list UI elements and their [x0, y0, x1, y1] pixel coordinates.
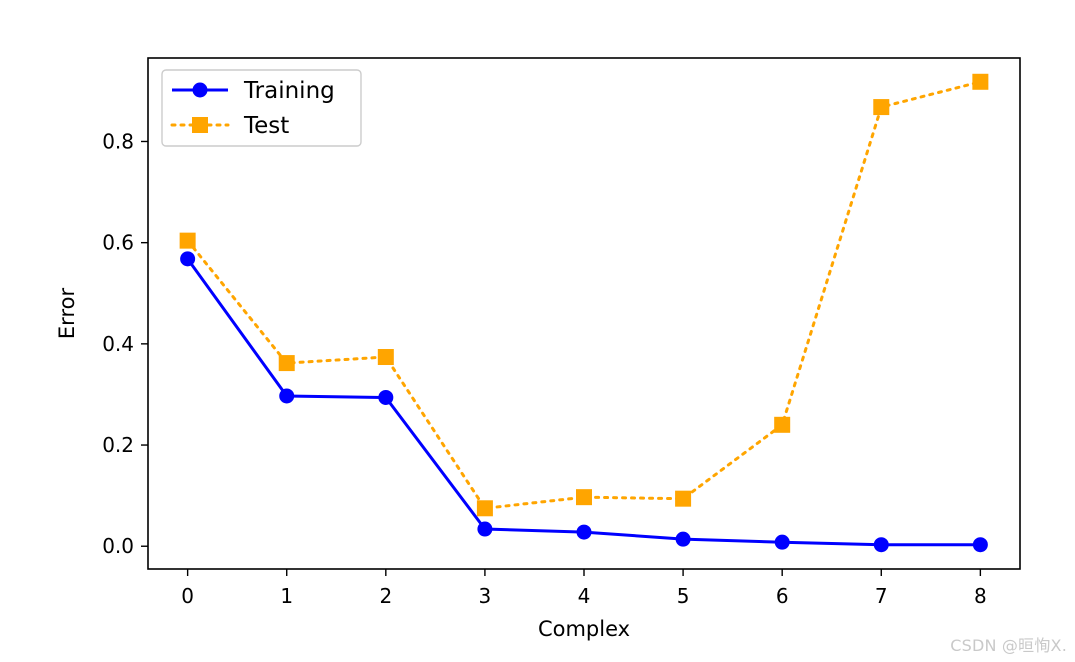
x-tick-label: 6: [776, 584, 789, 608]
legend-training-marker: [192, 82, 208, 98]
test-data-point: [972, 73, 989, 90]
test-data-point: [377, 349, 394, 366]
y-tick-label: 0.4: [102, 332, 134, 356]
test-data-point: [675, 490, 692, 507]
legend-test-marker: [192, 117, 208, 133]
y-tick-label: 0.8: [102, 129, 134, 153]
legend: Training Test: [161, 69, 362, 147]
x-axis-label: Complex: [538, 617, 630, 641]
watermark-text: CSDN @晅恂X.: [950, 636, 1067, 655]
x-tick-label: 2: [379, 584, 392, 608]
legend-test-label: Test: [243, 113, 289, 139]
test-data-point: [576, 489, 592, 506]
training-data-point: [972, 537, 988, 553]
x-tick-label: 4: [578, 584, 591, 608]
training-data-point: [279, 388, 295, 404]
training-data-point: [576, 524, 592, 540]
y-tick-label: 0.0: [102, 534, 134, 558]
x-tick-label: 3: [479, 584, 492, 608]
test-data-point: [476, 500, 493, 517]
training-data-point: [180, 251, 196, 267]
training-data-point: [873, 537, 889, 553]
y-tick-label: 0.2: [102, 433, 134, 457]
x-tick-label: 5: [677, 584, 690, 608]
training-data-point: [477, 521, 493, 537]
test-data-point: [873, 99, 890, 116]
training-data-point: [774, 534, 790, 550]
legend-training-label: Training: [243, 78, 335, 104]
test-data-point: [278, 355, 295, 372]
y-axis-label: Error: [55, 288, 79, 340]
x-tick-label: 0: [181, 584, 194, 608]
test-series-line: [186, 80, 982, 510]
x-tick-label: 1: [280, 584, 293, 608]
x-tick-label: 8: [974, 584, 987, 608]
training-data-point: [675, 531, 691, 547]
plot-layer: 0 1 2 3 4 5 6 7 8 0.0 0.2 0.4 0.6 0.8 Training Test: [102, 57, 1021, 608]
x-tick-label: 7: [875, 584, 888, 608]
test-data-point: [179, 232, 196, 249]
test-data-point: [774, 416, 791, 433]
y-tick-label: 0.6: [102, 231, 134, 255]
training-data-point: [378, 389, 394, 405]
